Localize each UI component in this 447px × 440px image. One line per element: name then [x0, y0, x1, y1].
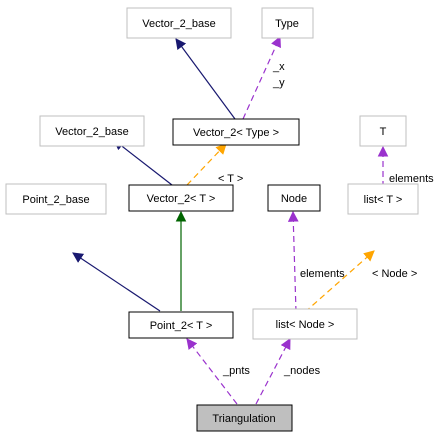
node-box [128, 311, 234, 339]
node-label: Point_2_base [22, 194, 89, 206]
edge-type-to-vector-2-type [242, 36, 281, 120]
edge-list-node-to-triangulation [255, 338, 291, 405]
node-box [196, 404, 293, 432]
node-label: T [380, 126, 387, 138]
node-label: Vector_2< Type > [193, 127, 279, 139]
node-vector-2-base-top[interactable]: Vector_2_base [126, 7, 232, 39]
node-label: Node [281, 193, 307, 205]
node-label: Vector_2_base [55, 126, 128, 138]
node-node[interactable]: Node [267, 184, 321, 212]
node-point-2-t[interactable]: Point_2< T > [128, 311, 234, 339]
node-box [347, 183, 419, 215]
node-box [126, 7, 232, 39]
node-label: Vector_2< T > [147, 193, 216, 205]
node-label: list< Node > [276, 319, 335, 331]
node-box [39, 115, 145, 147]
edge-label-t-elements: elements [389, 173, 434, 185]
node-label: Triangulation [212, 413, 275, 425]
node-vector-2-type[interactable]: Vector_2< Type > [172, 118, 300, 146]
node-list-node[interactable]: list< Node > [252, 308, 358, 340]
node-box [267, 184, 321, 212]
edge-label-template-node: < Node > [372, 268, 417, 280]
edge-point-2-t-inherits-base [72, 252, 161, 312]
node-point-2-base[interactable]: Point_2_base [5, 183, 107, 215]
edge-list-t-to-list-node [304, 250, 375, 313]
node-box [128, 184, 234, 212]
edge-label-template-t: < T > [218, 173, 243, 185]
edge-label-pnts: _pnts [222, 365, 250, 377]
node-box [172, 118, 300, 146]
node-t[interactable]: T [359, 115, 407, 147]
node-box [261, 7, 314, 39]
node-label: Type [275, 18, 299, 30]
edge-point-2-t-to-triangulation [186, 338, 238, 405]
node-list-t[interactable]: list< T > [347, 183, 419, 215]
node-box [359, 115, 407, 147]
node-vector-2-t[interactable]: Vector_2< T > [128, 184, 234, 212]
edge-vector-2-t-inherits-base [113, 139, 173, 186]
edge-label-x: _x [272, 61, 285, 73]
edge-label-nodes: _nodes [283, 365, 321, 377]
node-type[interactable]: Type [261, 7, 314, 39]
edge-label-node-elements: elements [300, 268, 345, 280]
node-label: list< T > [364, 194, 403, 206]
node-label: Point_2< T > [150, 320, 213, 332]
node-vector-2-base-mid[interactable]: Vector_2_base [39, 115, 145, 147]
node-label: Vector_2_base [142, 18, 215, 30]
edge-label-y: _y [272, 77, 285, 89]
node-box [5, 183, 107, 215]
node-triangulation[interactable]: Triangulation [196, 404, 293, 432]
edge-vector-2-type-inherits-base [175, 38, 236, 120]
edge-node-to-list-node [287, 210, 299, 313]
node-box [252, 308, 358, 340]
